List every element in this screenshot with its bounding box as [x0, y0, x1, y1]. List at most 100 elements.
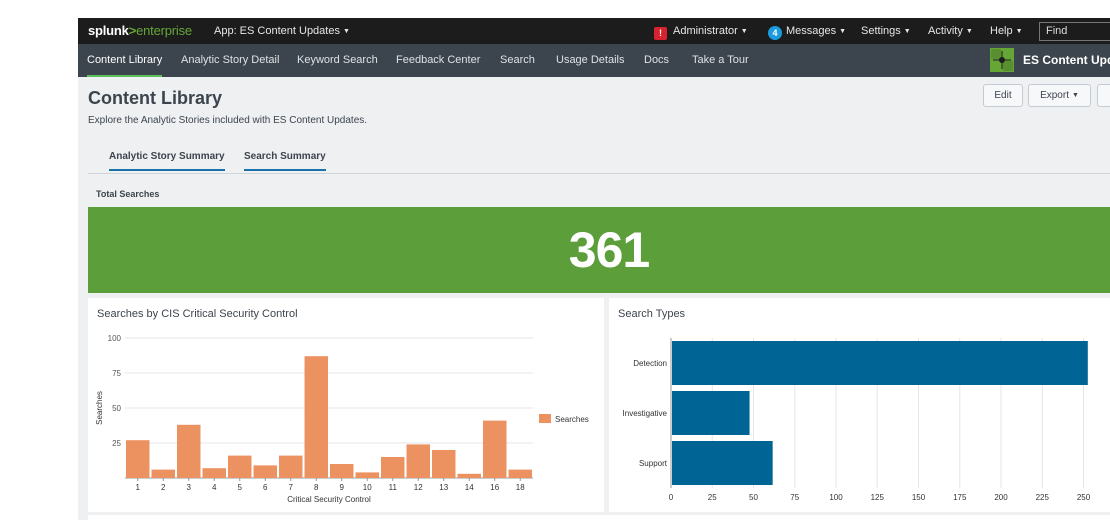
dashboard: Analytic Story Summary Search Summary To… — [88, 134, 1110, 520]
bar — [508, 469, 532, 478]
search-types-bar-chart: 0 25 50 75 100 125 150 175 200 225 250 Detection Inv… — [623, 338, 1091, 502]
app-nav: Content Library Analytic Story Detail Ke… — [78, 44, 1110, 77]
tab-search-summary[interactable]: Search Summary — [244, 151, 326, 171]
splunk-logo[interactable]: splunk>enterprise — [88, 18, 192, 44]
search-types-panel: Search Types 0 25 50 75 100 125 150 175 200 225 25… — [609, 298, 1110, 512]
x-tick-label: 16 — [490, 483, 499, 492]
bar — [355, 472, 379, 478]
x-tick-label: 25 — [708, 493, 717, 502]
bar — [381, 457, 405, 478]
x-tick-label: 12 — [414, 483, 423, 492]
y-tick-label: Detection — [633, 359, 667, 368]
x-tick-label: 1 — [136, 483, 141, 492]
activity-label: Activity — [928, 25, 963, 37]
nav-usage-details[interactable]: Usage Details — [556, 54, 625, 66]
x-tick-label: 0 — [669, 493, 674, 502]
app-menu-label: App: ES Content Updates — [214, 25, 340, 37]
nav-content-library[interactable]: Content Library — [87, 44, 163, 77]
x-tick-label: 8 — [314, 483, 319, 492]
x-tick-label: 100 — [829, 493, 843, 502]
export-button[interactable]: Export ▼ — [1028, 84, 1091, 107]
bar — [279, 455, 303, 478]
bar — [202, 468, 226, 478]
alert-icon: ! — [654, 27, 667, 40]
x-axis-label: Critical Security Control — [287, 495, 371, 504]
messages-label: Messages — [786, 25, 837, 37]
bar — [330, 464, 354, 478]
x-tick-label: 3 — [187, 483, 192, 492]
nav-feedback-center[interactable]: Feedback Center — [396, 54, 481, 66]
admin-menu[interactable]: ! Administrator ▼ — [654, 18, 748, 44]
legend-label: Searches — [555, 415, 589, 424]
y-tick-label: 50 — [112, 404, 121, 413]
settings-label: Settings — [861, 25, 901, 37]
x-tick-label: 11 — [389, 483, 398, 492]
app-menu[interactable]: App: ES Content Updates ▼ — [214, 18, 350, 44]
logo-main-text: splunk — [88, 23, 129, 38]
chevron-down-icon: ▼ — [342, 28, 350, 35]
app-logo-icon — [990, 48, 1014, 72]
edit-button[interactable]: Edit — [983, 84, 1023, 107]
x-tick-label: 4 — [212, 483, 217, 492]
nav-docs[interactable]: Docs — [644, 54, 670, 66]
chart-title: Searches by CIS Critical Security Contro… — [97, 308, 298, 320]
chevron-down-icon: ▼ — [839, 28, 847, 35]
bar — [177, 424, 201, 478]
messages-menu[interactable]: 4 Messages ▼ — [768, 18, 846, 44]
total-searches-label: Total Searches — [96, 189, 160, 199]
logo-sub-text: enterprise — [136, 23, 192, 38]
x-tick-label: 75 — [790, 493, 799, 502]
chevron-down-icon: ▼ — [903, 28, 911, 35]
settings-menu[interactable]: Settings ▼ — [861, 18, 911, 44]
nav-search[interactable]: Search — [500, 54, 535, 66]
x-tick-label: 175 — [953, 493, 967, 502]
bar — [672, 341, 1088, 385]
help-label: Help — [990, 25, 1013, 37]
bar — [228, 455, 252, 478]
y-tick-label: 25 — [112, 439, 121, 448]
chevron-down-icon: ▼ — [1015, 28, 1023, 35]
total-searches-value: 361 — [568, 222, 650, 278]
bar — [151, 469, 175, 478]
activity-menu[interactable]: Activity ▼ — [928, 18, 973, 44]
x-tick-label: 200 — [994, 493, 1008, 502]
bar — [432, 450, 456, 478]
x-tick-label: 225 — [1036, 493, 1050, 502]
export-label: Export — [1040, 90, 1069, 101]
y-tick-label: 100 — [108, 334, 122, 343]
app-title: ES Content Updates — [1023, 53, 1110, 67]
x-tick-label: 250 — [1077, 493, 1091, 502]
chart-title: Search Types — [618, 308, 686, 320]
page-description: Explore the Analytic Stories included wi… — [88, 115, 368, 126]
legend-swatch — [539, 414, 551, 423]
tab-bar: Analytic Story Summary Search Summary — [88, 134, 1110, 174]
bar — [483, 420, 507, 478]
x-tick-label: 9 — [340, 483, 345, 492]
nav-analytic-story-detail[interactable]: Analytic Story Detail — [181, 54, 280, 66]
admin-label: Administrator — [673, 25, 738, 37]
x-tick-label: 7 — [289, 483, 294, 492]
bar — [253, 465, 277, 478]
nav-keyword-search[interactable]: Keyword Search — [297, 54, 378, 66]
x-tick-label: 50 — [749, 493, 758, 502]
x-tick-label: 6 — [263, 483, 268, 492]
x-tick-label: 10 — [363, 483, 372, 492]
find-input[interactable]: Find — [1039, 22, 1110, 41]
x-tick-label: 13 — [439, 483, 448, 492]
bar — [304, 356, 328, 478]
next-panel-row — [88, 515, 1110, 520]
bar — [126, 440, 150, 478]
x-tick-label: 125 — [871, 493, 885, 502]
x-tick-label: 5 — [238, 483, 243, 492]
chevron-down-icon: ▼ — [740, 28, 748, 35]
page-title: Content Library — [88, 88, 223, 108]
more-actions-button[interactable] — [1097, 84, 1110, 107]
help-menu[interactable]: Help ▼ — [990, 18, 1023, 44]
messages-count-badge: 4 — [768, 26, 782, 40]
tab-analytic-story-summary[interactable]: Analytic Story Summary — [109, 151, 225, 171]
nav-take-a-tour[interactable]: Take a Tour — [692, 54, 749, 66]
bar — [406, 444, 430, 478]
y-axis-label: Searches — [95, 391, 104, 425]
y-tick-label: Support — [639, 459, 668, 468]
